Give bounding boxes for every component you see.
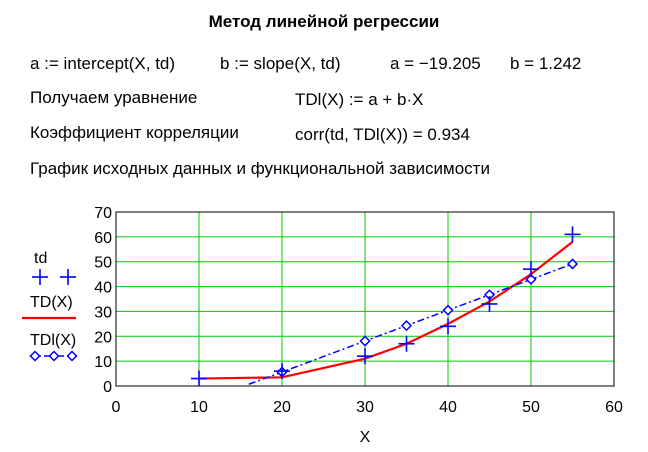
y-tick-label: 50: [94, 255, 112, 272]
y-tick-label: 60: [94, 230, 112, 247]
legend-label-td: td: [34, 250, 47, 267]
intercept-value: a = −19.205: [390, 54, 481, 73]
legend-marker-td: [32, 269, 48, 285]
td-point: [191, 370, 207, 387]
x-tick-label: 0: [112, 399, 121, 416]
tdl-line: [248, 263, 573, 385]
y-tick-label: 40: [94, 280, 112, 297]
td-point: [274, 363, 290, 380]
slope-value: b = 1.242: [510, 54, 582, 73]
axis-ticks: 0 10 20 30 40 50 60 0 10 20 30 40 50 60 70: [94, 205, 623, 416]
legend-marker-tdl: [66, 350, 78, 362]
x-tick-label: 30: [356, 399, 374, 416]
y-tick-label: 10: [94, 354, 112, 371]
td-curve-line: [198, 240, 574, 380]
tdl-point: [566, 258, 579, 270]
x-tick-label: 20: [273, 399, 291, 416]
slope-definition: b := slope(X, td): [220, 54, 341, 73]
legend-marker-td: [60, 269, 76, 285]
correlation-expression: corr(td, TDl(X)) = 0.934: [295, 125, 470, 144]
td-point: [481, 295, 498, 312]
x-tick-label: 50: [522, 399, 540, 416]
y-tick-label: 30: [94, 304, 112, 321]
td-point: [440, 318, 456, 335]
chart-legend: td TD(X) TDl(X): [22, 250, 78, 362]
legend-marker-tdl: [48, 350, 60, 362]
y-tick-label: 20: [94, 329, 112, 346]
tdl-point: [525, 273, 537, 285]
y-tick-label: 70: [94, 205, 112, 222]
x-tick-label: 10: [190, 399, 208, 416]
legend-label-td-curve: TD(X): [30, 294, 73, 311]
x-axis-label: X: [360, 429, 371, 446]
document-title: Метод линейной регрессии: [208, 12, 440, 31]
y-tick-label: 0: [103, 379, 112, 396]
td-point: [398, 335, 415, 352]
chart-series: [191, 226, 581, 387]
tdl-point: [400, 320, 413, 332]
legend-label-tdl: TDl(X): [30, 332, 76, 349]
equation-label: Получаем уравнение: [30, 88, 198, 107]
correlation-label: Коэффициент корреляции: [30, 123, 239, 142]
x-tick-label: 40: [439, 399, 457, 416]
legend-marker-tdl: [29, 350, 41, 362]
td-point: [357, 348, 373, 365]
equation-expression: TDl(X) := a + b·X: [295, 90, 424, 109]
tdl-point: [359, 335, 371, 347]
intercept-definition: a := intercept(X, td): [30, 54, 176, 73]
td-point: [523, 261, 539, 278]
plot-frame: [115, 211, 615, 387]
tdl-point: [442, 304, 454, 316]
x-tick-label: 60: [605, 399, 623, 416]
chart-caption: График исходных данных и функциональной …: [30, 159, 490, 178]
td-point: [564, 226, 581, 243]
